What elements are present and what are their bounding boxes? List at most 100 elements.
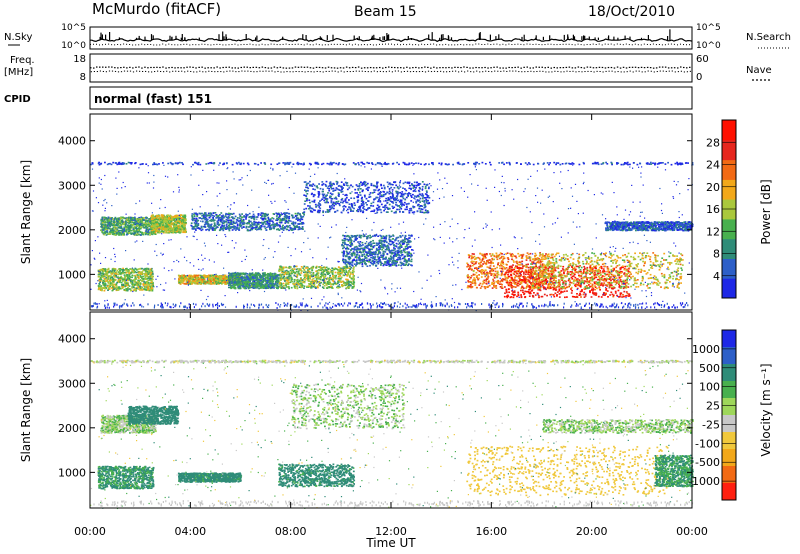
- power-cell: [104, 268, 107, 271]
- power-cell: [155, 228, 157, 230]
- freq-dot: [168, 67, 170, 69]
- power-cell: [138, 268, 140, 270]
- power-cell: [288, 273, 291, 275]
- power-cell: [117, 232, 120, 235]
- power-cell: [184, 218, 187, 221]
- power-cell: [254, 272, 257, 274]
- power-cell: [123, 288, 126, 291]
- power-cell: [177, 227, 180, 229]
- nsearch-dot: [261, 43, 263, 45]
- freq-dot: [499, 67, 501, 69]
- power-cell: [296, 284, 299, 286]
- nsearch-dot: [583, 44, 585, 46]
- power-cell: [293, 280, 296, 283]
- power-cell: [115, 224, 117, 226]
- nave-dot: [343, 71, 345, 73]
- nave-dot: [512, 70, 514, 72]
- nave-dot: [397, 70, 399, 72]
- nsearch-dot: [445, 43, 447, 45]
- power-cell: [316, 272, 319, 275]
- nave-dot: [123, 70, 126, 72]
- power-cell: [321, 267, 324, 270]
- power-cell: [352, 278, 355, 280]
- power-cell: [220, 276, 222, 278]
- power-cell: [255, 286, 258, 289]
- nave-label: Nave: [746, 65, 772, 76]
- power-cell: [166, 215, 169, 218]
- nave-dot: [382, 71, 384, 73]
- power-cell: [274, 273, 277, 275]
- power-cell: [261, 278, 264, 281]
- power-cell: [104, 283, 107, 285]
- power-cell: [353, 258, 355, 261]
- power-cell: [150, 225, 153, 228]
- nsearch-dot: [457, 44, 459, 46]
- date-title: 18/Oct/2010: [588, 4, 675, 20]
- nsearch-dot: [451, 44, 453, 46]
- power-cell: [151, 288, 154, 290]
- power-cell: [216, 276, 219, 278]
- power-cell: [264, 278, 267, 281]
- power-cell: [253, 273, 256, 276]
- nave-dot: [241, 70, 243, 72]
- power-cell: [125, 219, 128, 221]
- nave-dot: [449, 71, 451, 73]
- power-cell: [108, 284, 111, 287]
- power-cell: [153, 217, 156, 219]
- nsearch-dot: [592, 43, 594, 45]
- power-cell: [102, 270, 105, 273]
- power-cell: [347, 282, 350, 285]
- power-cell: [384, 251, 387, 253]
- power-cell: [144, 275, 147, 278]
- power-cell: [360, 244, 363, 247]
- power-cell: [183, 224, 185, 227]
- nsearch-dot: [661, 44, 663, 46]
- power-cell: [154, 215, 156, 218]
- power-cell: [401, 243, 404, 245]
- power-cell: [121, 278, 124, 281]
- power-cell: [110, 270, 113, 273]
- power-cell: [171, 218, 174, 220]
- power-cell: [349, 271, 352, 274]
- power-cell: [237, 284, 240, 286]
- power-cell: [337, 277, 340, 280]
- power-cell: [234, 281, 236, 284]
- power-cell: [238, 279, 240, 281]
- freq-left-tick-top: 18: [73, 54, 86, 65]
- nsearch-dot: [577, 43, 579, 45]
- power-cell: [131, 274, 134, 277]
- power-cell: [104, 226, 107, 228]
- power-cell: [237, 276, 240, 278]
- power-cell: [196, 278, 199, 281]
- power-cell: [269, 281, 272, 283]
- power-cell: [322, 287, 325, 289]
- power-cell: [267, 277, 269, 280]
- power-cell: [120, 271, 123, 274]
- power-cell: [329, 271, 332, 273]
- power-cell: [255, 284, 258, 286]
- freq-dot: [132, 67, 134, 69]
- nave-dot: [488, 70, 490, 72]
- power-cell: [283, 275, 285, 278]
- power-cell: [352, 277, 355, 279]
- freq-dot: [234, 67, 236, 69]
- power-cell: [330, 285, 332, 288]
- power-cell: [150, 233, 153, 235]
- nsearch-dot: [649, 44, 651, 46]
- power-cell: [286, 278, 289, 281]
- power-cell: [131, 282, 134, 285]
- power-cell: [145, 225, 147, 228]
- power-cell: [118, 234, 121, 236]
- freq-dot: [592, 67, 595, 69]
- power-cell: [184, 217, 186, 219]
- power-cell: [327, 267, 330, 270]
- freq-dot: [412, 67, 414, 69]
- nsearch-dot: [454, 44, 456, 46]
- power-cell: [109, 270, 112, 272]
- power-cell: [244, 284, 247, 286]
- freq-dot: [279, 66, 282, 68]
- freq-dot: [379, 66, 381, 69]
- power-cell: [145, 278, 147, 280]
- power-cell: [177, 221, 180, 223]
- nsearch-dot: [309, 44, 311, 46]
